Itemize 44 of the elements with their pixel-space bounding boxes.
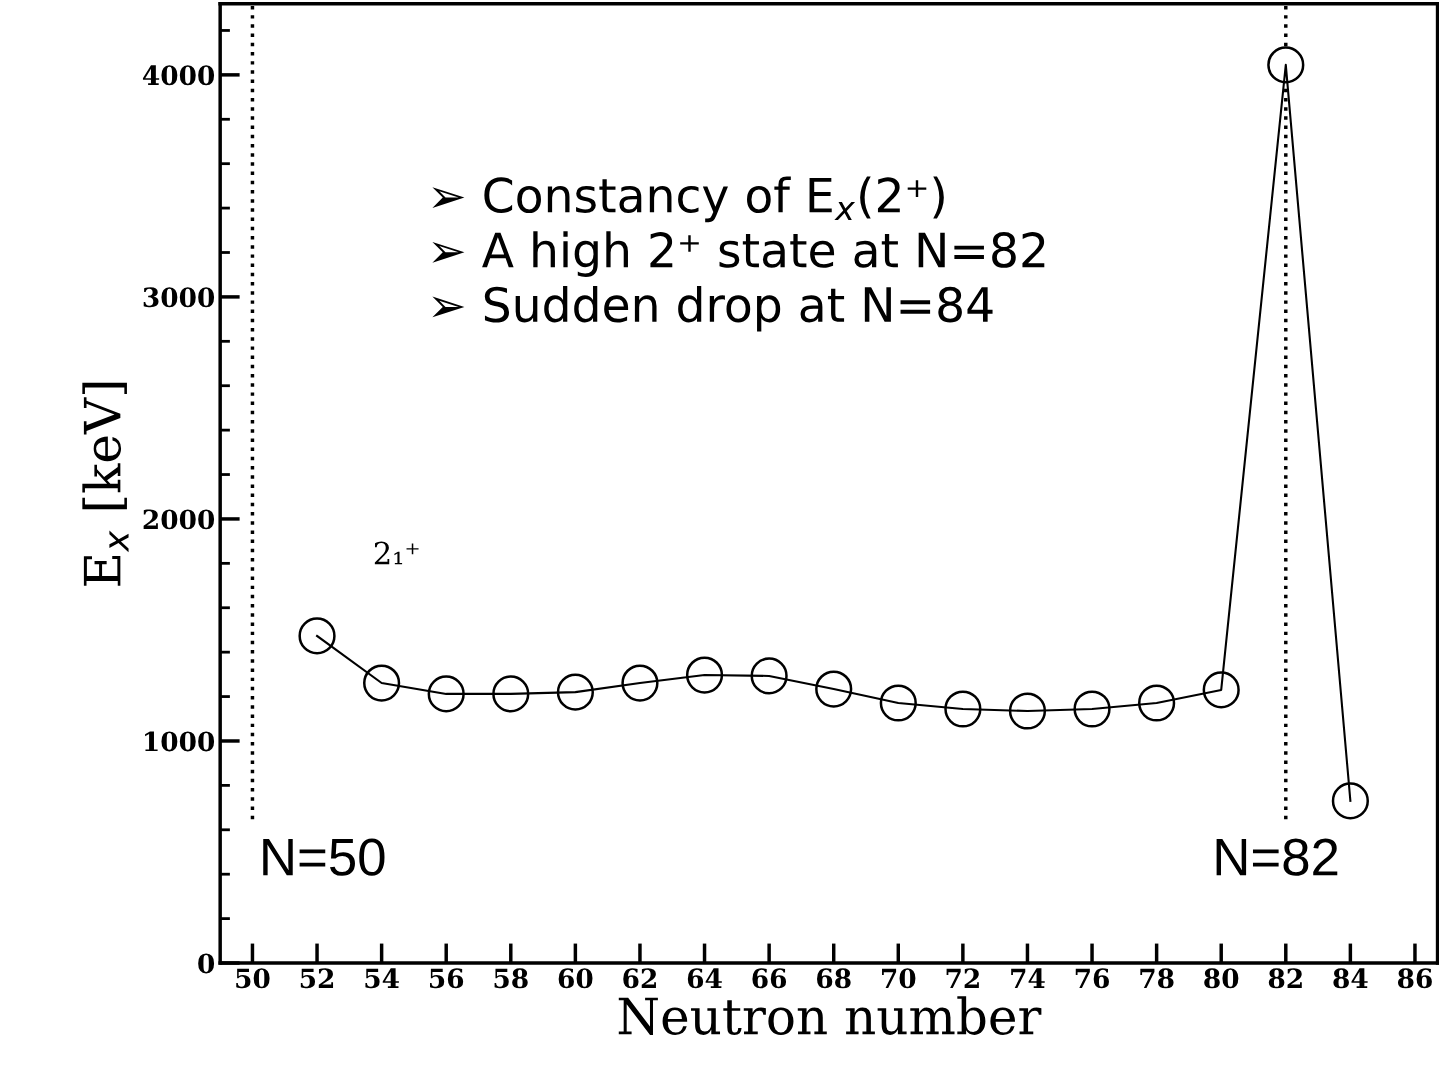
ref-line-label: N=82	[1216, 838, 1338, 876]
y-tick-label: 3000	[143, 287, 215, 308]
x-tick-label: 78	[1140, 968, 1174, 989]
x-tick-label: 84	[1333, 968, 1368, 989]
point	[1138, 684, 1176, 722]
point	[427, 675, 465, 713]
point	[492, 675, 530, 713]
y-tick-label: 4000	[142, 65, 215, 86]
x-tick-label: 64	[687, 968, 722, 989]
x-tick-label: 60	[558, 968, 593, 989]
point	[1202, 671, 1240, 709]
x-tick-label: 74	[1011, 968, 1045, 988]
point	[879, 684, 917, 722]
x-tick-label: 56	[430, 968, 464, 989]
y-tick-label: 0	[198, 953, 215, 974]
annotation: ➢ Constancy of E$_{x}$(2⁺) ➢ A high 2⁺ state at N=82 ➢ Sudden drop at N=84	[432, 176, 1045, 332]
annotation: 2₁⁺	[374, 541, 419, 565]
x-tick-label: 70	[882, 968, 916, 989]
x-tick-label: 72	[946, 968, 979, 988]
x-tick-label: 66	[752, 968, 787, 989]
x-tick-label: 76	[1075, 968, 1109, 989]
x-tick-label: 80	[1204, 968, 1239, 989]
point	[298, 617, 336, 655]
point	[363, 664, 401, 702]
x-tick-label: 54	[365, 968, 399, 989]
x-tick-label: 86	[1397, 968, 1432, 989]
x-tick-label: 58	[494, 968, 528, 989]
ref-line-label: N=50	[263, 838, 385, 876]
y-tick-label: 1000	[145, 731, 215, 752]
x-tick-label: 82	[1268, 968, 1302, 989]
x-tick-label: 62	[623, 968, 656, 989]
point	[621, 664, 659, 702]
x-tick-label: 52	[300, 968, 334, 989]
point	[685, 656, 724, 694]
x-tick-label: 50	[236, 968, 270, 989]
y-tick-label: 2000	[143, 509, 215, 530]
point	[1267, 46, 1305, 84]
point	[1331, 782, 1369, 820]
point	[556, 673, 594, 711]
x-tick-label: 68	[817, 968, 851, 989]
point	[750, 657, 788, 695]
point	[815, 670, 853, 708]
x-axis-title: Neutron number	[618, 996, 1042, 1035]
y-axis-title: E$_{x}$ [keV]	[82, 382, 129, 586]
